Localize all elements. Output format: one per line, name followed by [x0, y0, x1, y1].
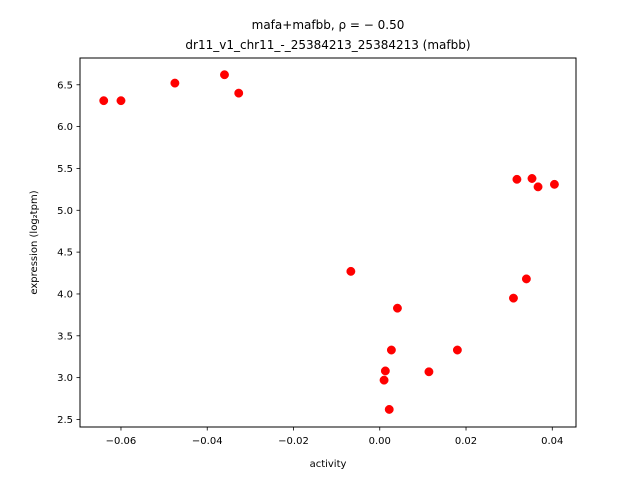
data-point — [392, 303, 402, 313]
data-point — [521, 274, 531, 284]
x-tick-label: −0.02 — [278, 436, 309, 447]
x-axis-ticks: −0.06 −0.04 −0.02 0.00 0.02 0.04 — [106, 427, 563, 447]
x-tick-label: 0.00 — [369, 436, 391, 447]
data-point — [116, 96, 126, 106]
y-tick-label: 3.0 — [57, 373, 73, 384]
chart-title-line-1: mafa+mafbb, ρ = − 0.50 — [252, 18, 405, 32]
data-points — [99, 70, 559, 414]
data-point — [512, 174, 522, 184]
data-point — [99, 96, 109, 106]
data-point — [346, 266, 356, 276]
data-point — [549, 179, 559, 189]
data-point — [234, 88, 244, 98]
data-point — [379, 375, 389, 385]
y-axis-label: expression (log₂tpm) — [29, 190, 40, 294]
y-tick-label: 5.0 — [57, 206, 73, 217]
plot-frame — [79, 57, 577, 428]
y-tick-label: 5.5 — [57, 164, 73, 175]
data-point — [452, 345, 462, 355]
x-tick-label: −0.04 — [192, 436, 223, 447]
data-point — [533, 182, 543, 192]
y-tick-label: 6.5 — [57, 80, 73, 91]
y-tick-label: 2.5 — [57, 415, 73, 426]
data-point — [220, 70, 229, 80]
y-tick-label: 3.5 — [57, 331, 73, 342]
x-tick-label: −0.06 — [106, 436, 137, 447]
data-point — [509, 293, 518, 303]
y-tick-label: 6.0 — [57, 122, 73, 133]
data-point — [386, 345, 396, 355]
y-tick-label: 4.5 — [57, 248, 73, 259]
chart-title-line-2: dr11_v1_chr11_-_25384213_25384213 (mafbb… — [185, 38, 470, 52]
y-tick-label: 4.0 — [57, 289, 73, 300]
x-axis-label: activity — [310, 459, 347, 470]
data-point — [170, 78, 180, 88]
data-point — [384, 404, 394, 414]
data-point — [424, 367, 434, 377]
data-point — [527, 174, 537, 183]
y-axis-ticks: 2.5 3.0 3.5 4.0 4.5 5.0 5.5 6.0 6.5 — [57, 80, 80, 426]
data-point — [380, 366, 390, 376]
x-tick-label: 0.02 — [455, 436, 477, 447]
x-tick-label: 0.04 — [541, 436, 563, 447]
